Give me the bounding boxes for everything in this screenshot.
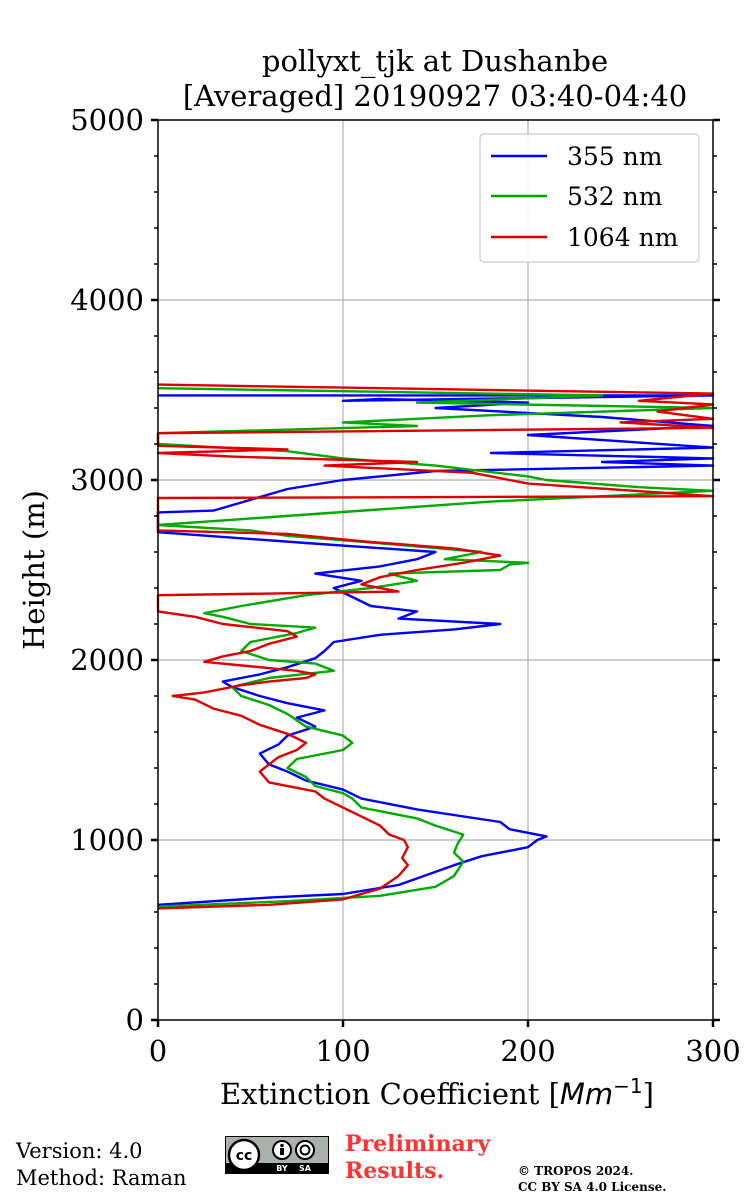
axes-frame	[157, 119, 714, 1021]
x-tick-label: 200	[500, 1034, 555, 1068]
preliminary-label: Preliminary	[345, 1131, 491, 1157]
series-group	[156, 383, 715, 910]
x-tick-label: 300	[685, 1034, 740, 1068]
x-axis-label-unit: Mm	[560, 1077, 613, 1111]
series-line-532-nm	[156, 387, 715, 908]
x-axis-label-end: ]	[643, 1077, 654, 1111]
extinction-profile-chart: 0 1000 2000 3000 4000 5000 0 100 200 300 pollyxt_…	[17, 44, 741, 1111]
y-tick-label: 5000	[70, 103, 144, 137]
plot-frame	[157, 119, 714, 1021]
series-line-1064-nm	[156, 383, 715, 910]
legend-label-355: 355 nm	[567, 142, 663, 171]
legend-label-532: 532 nm	[567, 182, 663, 211]
cc-logo-text: cc	[236, 1148, 253, 1164]
axis-ticks: 0 1000 2000 3000 4000 5000 0 100 200 300	[70, 103, 740, 1068]
license-label: CC BY SA 4.0 License.	[518, 1180, 667, 1194]
method-label: Method: Raman	[16, 1166, 187, 1190]
y-axis-label: Height (m)	[17, 490, 51, 650]
x-tick-label: 0	[149, 1034, 167, 1068]
chart-title-line2: [Averaged] 20190927 03:40-04:40	[183, 79, 687, 113]
legend: 355 nm 532 nm 1064 nm	[479, 133, 700, 263]
x-axis-label-text: Extinction Coefficient [	[220, 1077, 560, 1111]
results-label: Results.	[345, 1158, 445, 1184]
y-tick-label: 1000	[70, 823, 144, 857]
x-axis-label-exponent: −1	[613, 1074, 642, 1098]
x-tick-label: 100	[315, 1034, 370, 1068]
grid-lines	[158, 120, 713, 1020]
legend-box	[479, 133, 700, 263]
y-tick-label: 0	[126, 1003, 144, 1037]
version-label: Version: 4.0	[16, 1139, 143, 1163]
y-tick-label: 2000	[70, 643, 144, 677]
cc-by-text: BY	[276, 1164, 288, 1173]
copyright-label: © TROPOS 2024.	[518, 1164, 634, 1178]
cc-sa-text: SA	[299, 1164, 312, 1173]
x-axis-label: Extinction Coefficient [Mm−1]	[220, 1074, 654, 1111]
cc-by-sa-badge-icon: cc BY SA	[225, 1136, 329, 1174]
y-tick-label: 3000	[70, 463, 144, 497]
y-tick-label: 4000	[70, 283, 144, 317]
legend-label-1064: 1064 nm	[567, 223, 679, 252]
chart-title-line1: pollyxt_tjk at Dushanbe	[262, 44, 608, 79]
